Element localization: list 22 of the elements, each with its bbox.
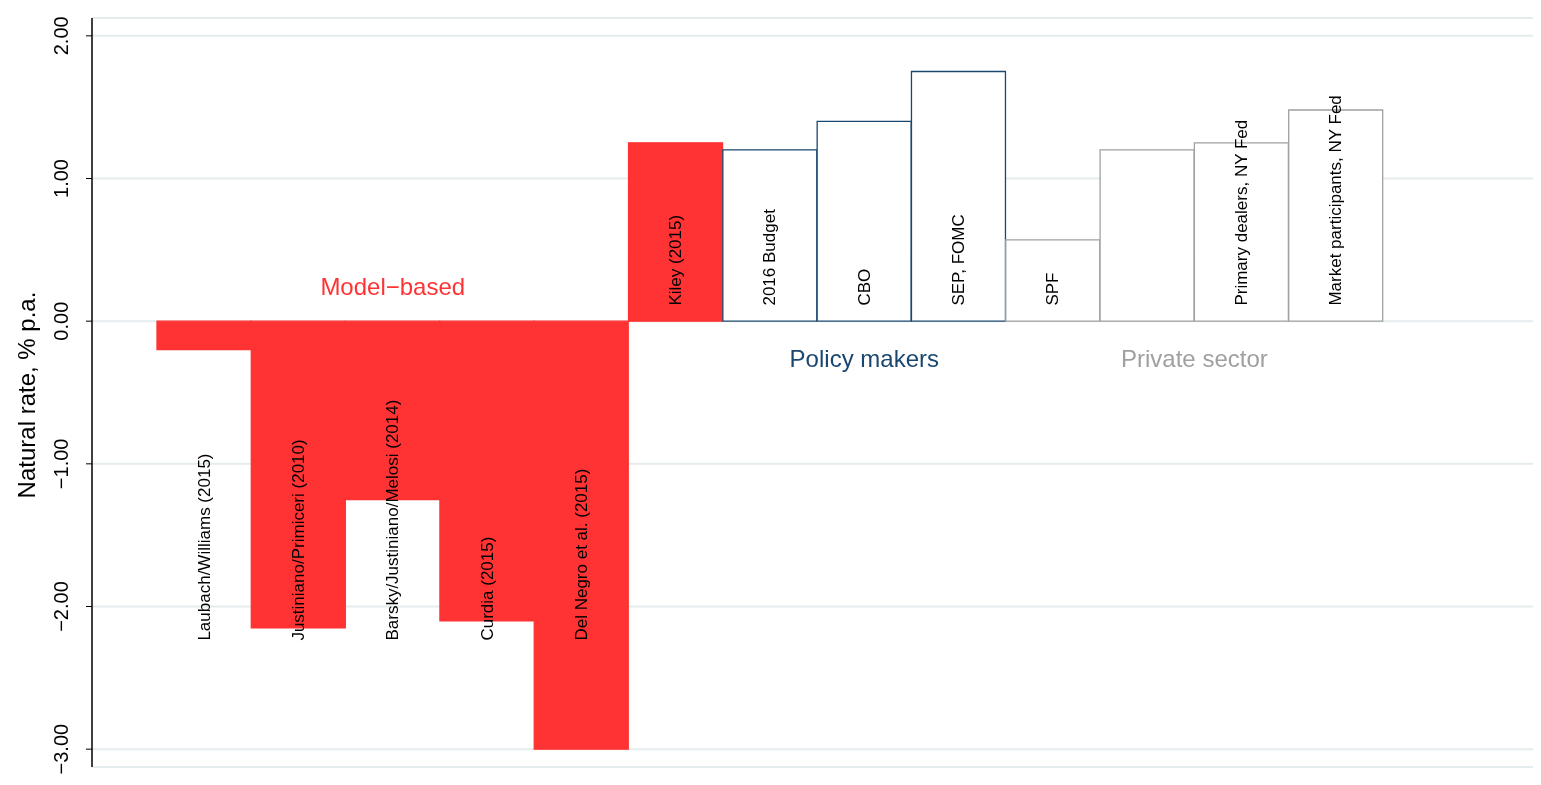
y-tick-label: 1.00 [50,159,72,198]
y-tick-label: −2.00 [50,581,72,632]
x-tick-label: Laubach/Williams (2015) [194,453,214,641]
x-tick-label: SPF [1043,272,1063,306]
x-tick-label: Justiniano/Primiceri (2010) [288,439,308,641]
x-tick-label: SEP, FOMC [949,214,969,306]
series-label: Policy makers [789,345,939,373]
x-tick-label: Kiley (2015) [666,214,686,306]
series-label: Model−based [320,273,466,301]
x-tick-label: Del Negro et al. (2015) [571,468,591,641]
series-label: Private sector [1121,345,1268,373]
y-tick-label: −1.00 [50,438,72,490]
x-tick-label: Primary dealers, NY Fed [1232,119,1252,306]
x-tick-label: Curdia (2015) [477,536,497,641]
y-tick-label: −3.00 [50,723,72,775]
y-tick-label: 0.00 [50,301,72,341]
x-tick-label: CBO [854,268,874,306]
y-axis-title: Natural rate, % p.a. [12,291,40,499]
x-tick-label: 2016 Budget [760,208,780,306]
x-tick-label: Market participants, NY Fed [1326,95,1346,306]
x-tick-label: Barsky/Justiniano/Melosi (2014) [383,399,403,641]
y-tick-label: 2.00 [50,16,72,56]
